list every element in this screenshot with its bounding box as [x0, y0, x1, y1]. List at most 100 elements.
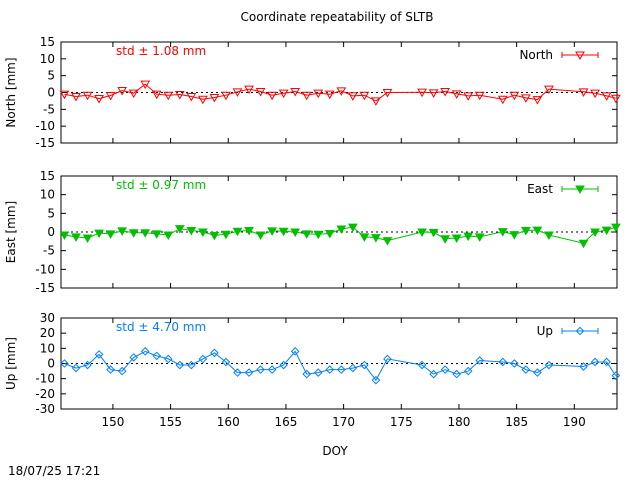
east-data-point [417, 228, 427, 238]
north-y-tick-label: 10 [40, 52, 55, 66]
up-data-point [417, 360, 427, 370]
north-data-point [128, 89, 139, 99]
north-data-point [382, 89, 393, 98]
north-legend-marker [575, 51, 585, 61]
up-y-tick-label: -30 [35, 402, 55, 416]
timestamp: 18/07/25 17:21 [8, 464, 100, 478]
north-data-point [94, 95, 104, 104]
north-data-point [497, 95, 508, 105]
east-data-point [59, 231, 70, 240]
east-data-point [313, 230, 324, 240]
east-y-tick-label: -5 [43, 244, 55, 258]
up-data-point [94, 350, 104, 359]
up-y-tick-label: -20 [35, 387, 55, 401]
up-data-point [83, 360, 92, 370]
north-y-tick-label: 5 [47, 69, 55, 83]
east-data-point [463, 232, 474, 242]
up-x-tick-label: 190 [563, 415, 586, 429]
up-y-axis-label: Up [mm] [4, 337, 18, 390]
up-data-point [152, 351, 162, 361]
east-y-tick-label: 15 [40, 169, 55, 183]
up-data-point [336, 365, 346, 374]
east-data-point [174, 225, 185, 234]
east-data-point [336, 225, 347, 235]
east-y-tick-label: -10 [35, 262, 55, 276]
north-data-point [313, 89, 324, 99]
north-data-point [417, 88, 427, 98]
up-x-tick-label: 185 [505, 415, 528, 429]
up-data-point [544, 360, 554, 370]
up-data-point [187, 360, 196, 370]
east-data-point [244, 227, 254, 236]
east-data-point [290, 228, 301, 238]
up-x-tick-label: 165 [274, 415, 297, 429]
up-y-tick-label: 10 [40, 341, 55, 355]
east-data-point [140, 229, 151, 238]
east-data-point [186, 227, 197, 236]
north-data-point [140, 80, 151, 90]
up-x-tick-label: 155 [159, 415, 182, 429]
up-data-point [244, 368, 254, 377]
north-data-point [267, 91, 277, 101]
up-data-point [463, 366, 473, 376]
east-data-point [544, 231, 554, 240]
east-y-tick-label: -15 [35, 281, 55, 295]
up-data-point [579, 362, 588, 371]
east-y-axis-label: East [mm] [4, 201, 18, 263]
up-x-tick-label: 175 [390, 415, 413, 429]
east-data-point [221, 230, 231, 240]
up-data-point [163, 354, 173, 364]
north-data-point [347, 92, 358, 101]
north-data-point [186, 93, 197, 102]
up-series-line [64, 350, 617, 382]
east-data-point [82, 234, 93, 243]
up-data-point [256, 365, 265, 374]
east-data-point [117, 227, 127, 236]
up-data-point [221, 357, 231, 367]
up-data-point [429, 369, 438, 379]
up-data-point [233, 368, 242, 377]
north-data-point [71, 93, 81, 102]
north-data-point [232, 88, 243, 97]
up-data-point [210, 348, 219, 358]
east-data-point [105, 230, 116, 239]
up-y-tick-label: 30 [40, 311, 55, 325]
north-data-point [221, 91, 231, 101]
east-data-point [590, 228, 600, 238]
up-std-label: std ± 4.70 mm [116, 320, 206, 334]
up-data-point [279, 360, 288, 370]
east-data-point [509, 231, 520, 240]
east-data-point [94, 229, 104, 239]
north-data-point [336, 87, 347, 96]
north-data-point [163, 91, 174, 101]
north-y-axis-label: North [mm] [4, 57, 18, 127]
up-y-tick-label: -10 [35, 372, 55, 386]
up-legend-label: Up [537, 324, 553, 338]
north-legend-label: North [519, 48, 553, 62]
up-data-point [348, 363, 358, 373]
up-data-point [510, 359, 519, 368]
north-y-tick-label: -15 [35, 136, 55, 150]
east-data-point [440, 235, 450, 244]
up-x-tick-label: 150 [101, 415, 124, 429]
panel-north: -15 -10 -5 0 5 10 15 North [mm] std ± 1.08 mm Nor… [4, 35, 621, 150]
up-data-point [290, 347, 300, 356]
north-y-tick-label: 15 [40, 35, 55, 49]
up-data-point [71, 363, 81, 373]
east-data-point [532, 226, 543, 236]
east-data-point [278, 227, 289, 237]
east-legend-label: East [527, 182, 553, 196]
up-data-point [452, 369, 461, 379]
up-data-point [106, 365, 115, 374]
plot-title: Coordinate repeatability of SLTB [241, 10, 434, 24]
north-data-point [428, 89, 439, 98]
north-data-point [198, 95, 208, 105]
east-data-point [382, 237, 393, 246]
east-data-point [301, 230, 312, 239]
up-data-point [611, 371, 621, 380]
east-data-point [163, 231, 174, 240]
up-data-point [198, 354, 208, 364]
north-data-point [278, 89, 289, 99]
east-data-point [428, 228, 439, 238]
